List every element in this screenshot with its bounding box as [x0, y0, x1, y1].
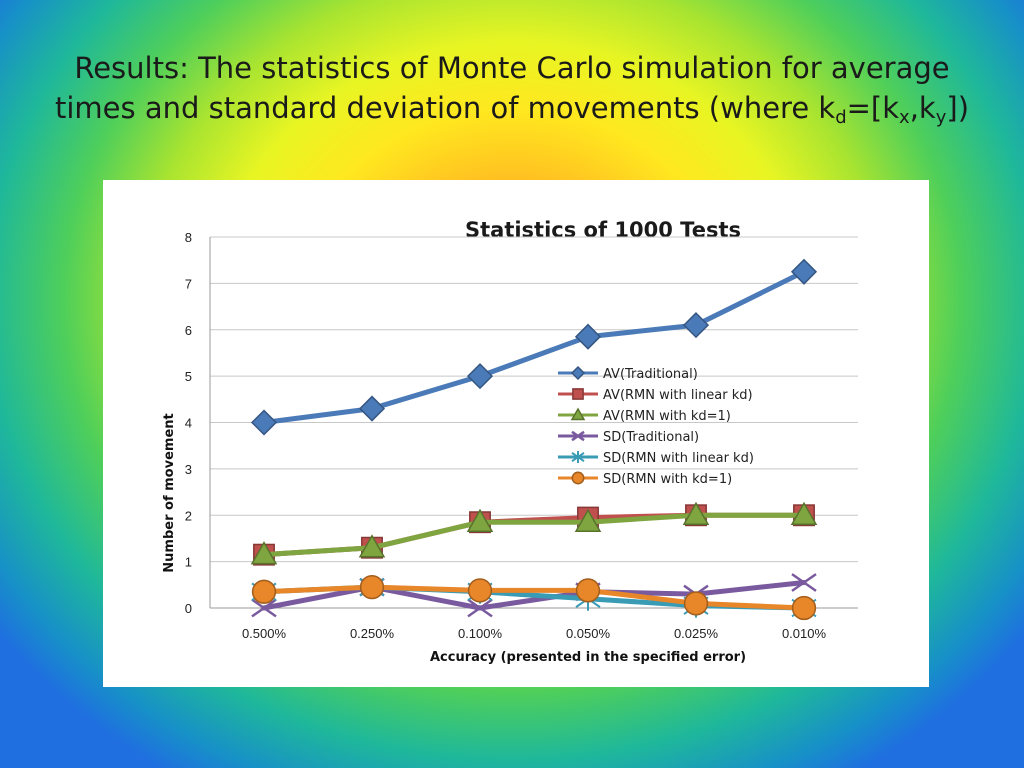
legend: AV(Traditional) AV(RMN with linear kd) AV(…: [558, 365, 754, 487]
series-0: [250, 258, 818, 436]
legend-swatch-marker: [571, 430, 585, 442]
y-tick-label: 1: [185, 555, 192, 570]
legend-item: SD(RMN with kd=1): [558, 471, 732, 487]
legend-label: SD(RMN with linear kd): [603, 451, 754, 466]
x-tick-label: 0.500%: [242, 626, 287, 641]
title-sub-d: d: [835, 107, 847, 128]
data-point: [682, 501, 710, 525]
legend-swatch-marker: [571, 471, 585, 485]
y-tick-label: 2: [185, 508, 192, 523]
y-tick-label: 6: [185, 323, 192, 338]
title-line2-text: times and standard deviation of movement…: [54, 91, 836, 125]
title-comma: ,k: [909, 91, 936, 125]
slide-title-line1: Results: The statistics of Monte Carlo s…: [74, 51, 950, 85]
x-axis-ticks: 0.500% 0.250% 0.100% 0.050% 0.025% 0.010%: [242, 626, 827, 641]
line-chart: Statistics of 1000 Tests 0 1 2 3 4 5 6 7 8 0.500…: [162, 218, 858, 665]
y-tick-label: 4: [185, 416, 192, 431]
series-4: [251, 575, 817, 620]
legend-swatch-marker: [570, 365, 586, 381]
data-point: [791, 595, 817, 621]
data-point: [467, 598, 493, 618]
gridlines: [209, 236, 858, 609]
data-point: [358, 534, 386, 558]
data-point: [251, 579, 277, 604]
data-point: [575, 578, 601, 603]
x-axis-label: Accuracy (presented in the specified err…: [430, 650, 746, 665]
data-point: [251, 598, 277, 618]
x-tick-label: 0.050%: [566, 626, 611, 641]
data-point: [467, 578, 493, 603]
legend-swatch-marker: [571, 451, 585, 463]
data-point: [791, 573, 817, 592]
series-group: [250, 258, 818, 621]
slide-title: Results: The statistics of Monte Carlo s…: [40, 48, 984, 128]
legend-label: AV(RMN with linear kd): [603, 388, 753, 403]
data-point: [790, 258, 818, 285]
data-point: [574, 508, 602, 532]
title-eq: =[k: [846, 91, 900, 125]
legend-label: SD(RMN with kd=1): [603, 472, 732, 487]
series-5: [251, 574, 817, 621]
data-point: [682, 312, 710, 339]
y-tick-label: 8: [185, 230, 192, 245]
data-point: [466, 508, 494, 532]
series-line: [261, 584, 807, 611]
series-2: [250, 501, 818, 565]
legend-item: SD(RMN with linear kd): [558, 451, 754, 466]
chart-title: Statistics of 1000 Tests: [465, 218, 741, 242]
series-line: [261, 269, 807, 425]
data-point: [358, 395, 386, 422]
slide-title-line2: times and standard deviation of movement…: [40, 88, 984, 128]
data-point: [359, 574, 385, 600]
y-axis-label: Number of movement: [162, 413, 177, 572]
data-point: [683, 591, 709, 616]
y-tick-label: 3: [185, 462, 192, 477]
data-point: [250, 409, 278, 436]
legend-item: AV(Traditional): [558, 365, 698, 382]
legend-label: AV(Traditional): [603, 367, 698, 382]
x-tick-label: 0.010%: [782, 626, 827, 641]
data-point: [790, 501, 818, 525]
title-sub-y: y: [935, 107, 947, 128]
legend-swatch-marker: [572, 388, 584, 400]
x-tick-label: 0.025%: [674, 626, 719, 641]
legend-label: SD(Traditional): [603, 430, 699, 445]
legend-swatch-marker: [570, 407, 586, 421]
title-end: ]): [946, 91, 970, 125]
series-line: [261, 579, 807, 611]
legend-item: SD(Traditional): [558, 430, 699, 445]
legend-item: AV(RMN with linear kd): [558, 388, 753, 403]
legend-item: AV(RMN with kd=1): [558, 407, 731, 424]
y-tick-label: 0: [185, 601, 192, 616]
x-tick-label: 0.100%: [458, 626, 503, 641]
data-point: [574, 323, 602, 350]
data-point: [250, 541, 278, 565]
title-sub-x: x: [899, 107, 910, 128]
data-point: [466, 363, 494, 390]
y-tick-label: 7: [185, 276, 192, 291]
y-tick-label: 5: [185, 369, 192, 384]
legend-label: AV(RMN with kd=1): [603, 409, 731, 424]
series-line: [261, 512, 807, 558]
y-axis-ticks: 0 1 2 3 4 5 6 7 8: [185, 230, 192, 616]
x-tick-label: 0.250%: [350, 626, 395, 641]
chart-panel: Statistics of 1000 Tests 0 1 2 3 4 5 6 7 8 0.500…: [103, 180, 929, 687]
